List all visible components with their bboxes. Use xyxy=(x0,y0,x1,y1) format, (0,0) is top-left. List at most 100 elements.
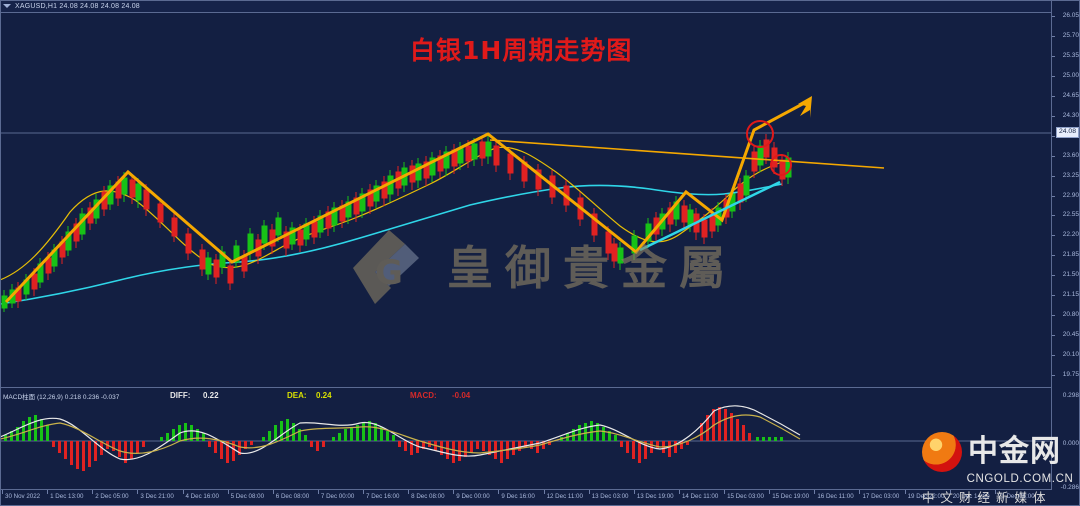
price-tick-mark xyxy=(1052,275,1055,277)
macd-tick-label: 0.000 xyxy=(1062,440,1079,447)
time-tick-mark xyxy=(182,490,184,494)
watermark: G 皇御貴金屬 xyxy=(345,222,737,308)
price-tick-label: 21.15 xyxy=(1062,291,1079,299)
price-tick-label: 25.70 xyxy=(1062,31,1079,39)
time-tick-label: 13 Dec 19:00 xyxy=(636,493,674,500)
cngold-globe-icon xyxy=(922,432,962,472)
price-chart-svg xyxy=(0,12,1052,386)
time-tick-label: 2 Dec 05:00 xyxy=(95,493,129,500)
price-tick-label: 19.75 xyxy=(1062,371,1079,378)
price-tick-mark xyxy=(1052,215,1055,217)
time-tick-mark xyxy=(2,490,3,494)
time-tick-mark xyxy=(543,490,545,494)
price-tick-mark xyxy=(1052,95,1055,97)
price-tick-label: 22.90 xyxy=(1062,191,1079,199)
price-tick-label: 21.50 xyxy=(1062,271,1079,279)
cngold-slogan: 中文财经新媒体 xyxy=(922,490,1052,505)
price-tick-label: 24.65 xyxy=(1062,91,1079,99)
macd-value: -0.04 xyxy=(452,391,471,400)
time-tick-label: 16 Dec 11:00 xyxy=(817,493,854,500)
candlestick-series xyxy=(1,134,792,312)
price-tick-label: 25.35 xyxy=(1062,51,1079,59)
macd-tick-label: -0.286 xyxy=(1060,484,1079,491)
price-tick-label: 20.80 xyxy=(1062,311,1079,319)
time-tick-label: 6 Dec 08:00 xyxy=(275,493,310,500)
price-tick-mark xyxy=(1052,315,1055,317)
price-tick-label: 21.85 xyxy=(1062,251,1079,259)
price-tick-label: 23.25 xyxy=(1062,171,1079,179)
time-tick-label: 30 Nov 2022 xyxy=(5,493,41,500)
price-tick-mark xyxy=(1052,195,1055,197)
divider-right xyxy=(1051,0,1052,489)
time-tick-label: 20 Dec 14:00 xyxy=(952,493,990,500)
price-scale[interactable]: 26.0525.7025.3525.0024.6524.3023.9523.60… xyxy=(1052,0,1080,491)
macd-dea-line xyxy=(0,414,801,454)
divider-bottom xyxy=(0,489,1052,490)
price-tick-mark xyxy=(1052,115,1055,117)
time-tick-label: 21 Dec 06:00 xyxy=(997,493,1035,500)
time-tick-label: 4 Dec 16:00 xyxy=(185,493,219,500)
price-tick-label: 24.30 xyxy=(1062,111,1079,119)
svg-text:G: G xyxy=(375,253,403,293)
cngold-name: 中金网 xyxy=(968,434,1061,469)
macd-indicator-pane[interactable] xyxy=(0,389,1052,489)
price-tick-label: 22.55 xyxy=(1062,211,1079,219)
divider-top xyxy=(0,12,1052,13)
price-tick-label: 20.10 xyxy=(1062,351,1079,359)
resistance-line xyxy=(489,139,885,169)
time-tick-label: 12 Dec 11:00 xyxy=(546,493,583,500)
time-tick-label: 13 Dec 03:00 xyxy=(591,493,629,500)
symbol-info-text: XAGUSD,H1 24.08 24.08 24.08 24.08 xyxy=(15,2,140,10)
time-tick-mark xyxy=(363,490,365,494)
time-tick-mark xyxy=(227,490,229,494)
time-tick-label: 1 Dec 13:00 xyxy=(50,493,84,500)
time-scale[interactable]: 30 Nov 2022 1 Dec 13:00 2 Dec 05:00 3 Dec 2… xyxy=(0,490,1052,506)
macd-tick-label: 0.298 xyxy=(1062,392,1079,399)
dea-label: DEA: xyxy=(287,391,307,400)
chart-title: 白银1H周期走势图 xyxy=(410,36,633,65)
current-price-label: 24.08 xyxy=(1055,127,1079,138)
price-tick-mark xyxy=(1052,255,1055,257)
caret-down-icon[interactable] xyxy=(3,4,11,8)
time-tick-label: 14 Dec 11:00 xyxy=(681,493,719,500)
signal-circle-lower xyxy=(770,154,792,176)
time-tick-label: 9 Dec 16:00 xyxy=(501,493,535,500)
time-tick-mark xyxy=(47,490,49,494)
time-tick-label: 19 Dec 22:00 xyxy=(907,493,945,500)
price-tick-mark xyxy=(1052,155,1055,157)
price-tick-mark xyxy=(1052,355,1055,357)
time-tick-label: 15 Dec 03:00 xyxy=(727,493,764,500)
time-tick-mark xyxy=(949,490,951,494)
price-tick-label: 25.00 xyxy=(1062,71,1079,79)
diff-value: 0.22 xyxy=(203,391,219,400)
time-tick-mark xyxy=(317,490,319,494)
time-tick-mark xyxy=(769,490,771,494)
cngold-url: CNGOLD.COM.CN xyxy=(966,473,1074,485)
divider-macd xyxy=(0,387,1052,388)
watermark-text: 皇御貴金屬 xyxy=(447,241,737,295)
time-tick-mark xyxy=(453,490,455,494)
time-tick-label: 7 Dec 00:00 xyxy=(320,493,355,500)
macd-diff-line xyxy=(0,405,801,461)
time-tick-mark xyxy=(994,490,996,494)
price-tick-mark xyxy=(1052,335,1055,337)
price-tick-mark xyxy=(1052,35,1055,37)
time-tick-label: 5 Dec 08:00 xyxy=(230,493,265,500)
time-tick-label: 9 Dec 00:00 xyxy=(456,493,490,500)
cngold-branding: 中金网 CNGOLD.COM.CN 中文财经新媒体 xyxy=(922,432,1074,505)
price-tick-label: 22.20 xyxy=(1062,231,1079,239)
time-tick-mark xyxy=(272,490,274,494)
dea-value: 0.24 xyxy=(316,391,332,400)
symbol-info-bar[interactable]: XAGUSD,H1 24.08 24.08 24.08 24.08 xyxy=(0,0,1052,12)
support-line xyxy=(639,180,781,252)
time-tick-mark xyxy=(678,490,680,494)
price-chart-pane[interactable] xyxy=(0,12,1052,386)
macd-label: MACD: xyxy=(410,391,437,400)
signal-circle-upper xyxy=(746,120,774,148)
price-tick-mark xyxy=(1052,295,1055,297)
price-tick-mark xyxy=(1052,55,1055,57)
time-tick-mark xyxy=(137,490,139,494)
trend-zigzag-line xyxy=(4,98,811,304)
time-tick-mark xyxy=(904,490,906,494)
time-tick-label: 15 Dec 19:00 xyxy=(772,493,810,500)
